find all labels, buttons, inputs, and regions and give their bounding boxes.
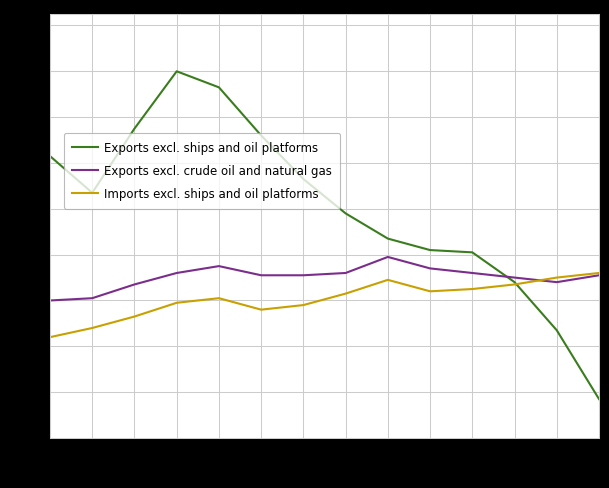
Legend: Exports excl. ships and oil platforms, Exports excl. crude oil and natural gas, : Exports excl. ships and oil platforms, E… (64, 134, 340, 209)
